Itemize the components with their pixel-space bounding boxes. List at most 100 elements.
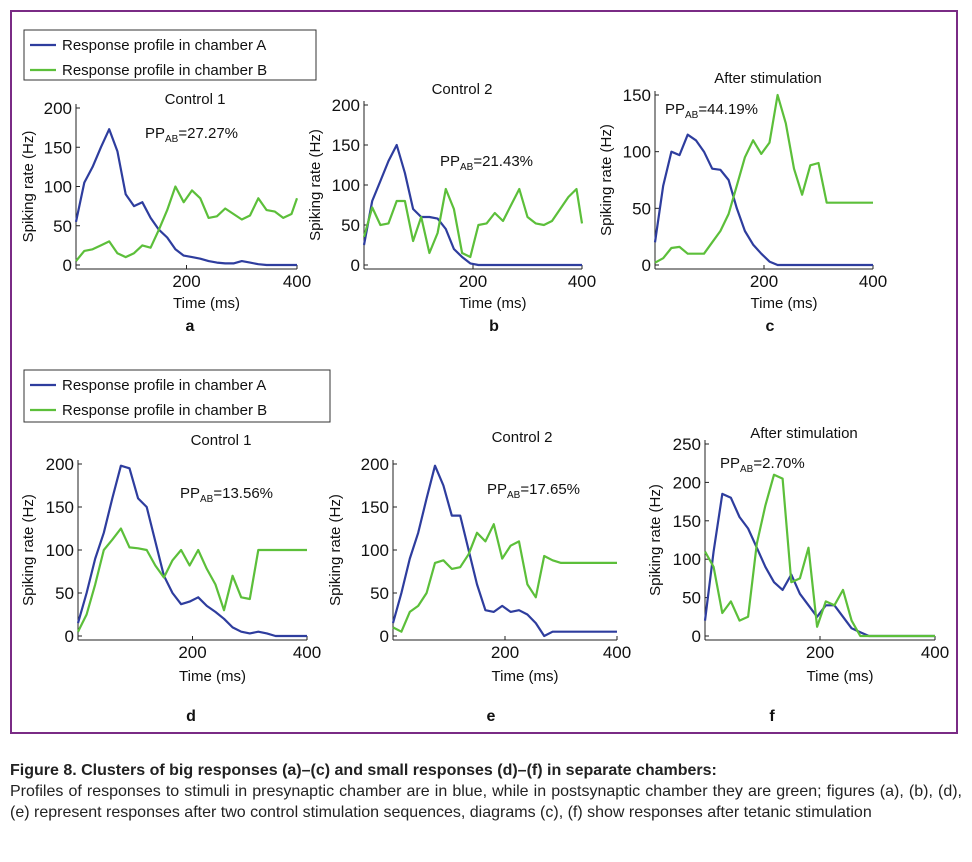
pp-annotation: PPAB=13.56% bbox=[180, 485, 273, 505]
y-axis-label: Spiking rate (Hz) bbox=[598, 124, 615, 236]
chart-panel-f: 0 50 100 150 200 250 200 400 After stimulation PP… bbox=[647, 425, 949, 725]
y-tick-label: 200 bbox=[46, 455, 74, 474]
legend-label-a: Response profile in chamber A bbox=[62, 37, 266, 54]
x-tick-label: 200 bbox=[750, 272, 778, 291]
chart-title: Control 2 bbox=[492, 429, 553, 446]
y-tick-label: 150 bbox=[44, 138, 72, 157]
panel-label: d bbox=[186, 708, 196, 725]
legend-top: Response profile in chamber A Response pr… bbox=[23, 29, 317, 81]
panel-label: b bbox=[489, 318, 499, 335]
y-tick-label: 50 bbox=[370, 584, 389, 603]
y-tick-label: 150 bbox=[332, 136, 360, 155]
pp-annotation: PPAB=17.65% bbox=[487, 481, 580, 501]
chart-title: After stimulation bbox=[714, 70, 822, 87]
x-axis-label: Time (ms) bbox=[751, 295, 818, 312]
panel-label: f bbox=[769, 708, 775, 725]
y-tick-label: 0 bbox=[65, 627, 74, 646]
x-tick-label: 400 bbox=[603, 643, 631, 662]
x-tick-label: 200 bbox=[491, 643, 519, 662]
y-tick-label: 150 bbox=[673, 512, 701, 531]
series-a-line bbox=[653, 133, 873, 267]
y-tick-label: 50 bbox=[632, 199, 651, 218]
chart-panel-a: 0 50 100 150 200 200 400 Control 1 PPAB=27.27% Ti… bbox=[20, 91, 311, 335]
series-b-line bbox=[75, 185, 299, 262]
x-tick-label: 400 bbox=[283, 272, 311, 291]
x-axis-label: Time (ms) bbox=[807, 668, 874, 685]
series-b-line bbox=[654, 93, 873, 264]
x-axis-label: Time (ms) bbox=[173, 295, 240, 312]
x-axis-label: Time (ms) bbox=[179, 668, 246, 685]
legend-label-a: Response profile in chamber A bbox=[62, 377, 266, 394]
y-tick-label: 0 bbox=[642, 256, 651, 275]
series-a-line bbox=[74, 128, 297, 267]
caption-title: Figure 8. Clusters of big responses (a)–… bbox=[10, 762, 717, 779]
panel-label: c bbox=[766, 318, 775, 335]
x-tick-label: 400 bbox=[293, 643, 321, 662]
y-axis-label: Spiking rate (Hz) bbox=[327, 494, 344, 606]
pp-annotation: PPAB=27.27% bbox=[145, 125, 238, 145]
y-tick-label: 200 bbox=[673, 473, 701, 492]
pp-annotation: PPAB=44.19% bbox=[665, 101, 758, 121]
panel-label: e bbox=[487, 708, 496, 725]
y-tick-label: 0 bbox=[692, 627, 701, 646]
pp-annotation: PPAB=21.43% bbox=[440, 153, 533, 173]
x-axis-label: Time (ms) bbox=[460, 295, 527, 312]
x-axis-label: Time (ms) bbox=[492, 668, 559, 685]
x-tick-label: 200 bbox=[178, 643, 206, 662]
series-a-line bbox=[391, 464, 617, 638]
series-a-line bbox=[703, 492, 935, 638]
y-tick-label: 100 bbox=[332, 176, 360, 195]
series-b-line bbox=[392, 523, 617, 633]
x-tick-label: 400 bbox=[859, 272, 887, 291]
y-axis-label: Spiking rate (Hz) bbox=[647, 484, 664, 596]
y-tick-label: 200 bbox=[44, 99, 72, 118]
chart-panel-c: 0 50 100 150 200 400 After stimulation PPAB=44.… bbox=[598, 70, 887, 335]
y-tick-label: 0 bbox=[380, 627, 389, 646]
series-b-line bbox=[362, 187, 584, 259]
chart-panel-b: 0 50 100 150 200 200 400 Control 2 PPAB=21.43% Ti… bbox=[307, 81, 596, 335]
legend-box bbox=[23, 29, 317, 81]
y-tick-label: 250 bbox=[673, 435, 701, 454]
series-a-line bbox=[76, 464, 307, 638]
y-tick-label: 150 bbox=[46, 498, 74, 517]
series-a-line bbox=[362, 143, 582, 267]
y-tick-label: 100 bbox=[673, 550, 701, 569]
y-tick-label: 100 bbox=[623, 143, 651, 162]
chart-title: After stimulation bbox=[750, 425, 858, 442]
legend-bottom: Response profile in chamber A Response pr… bbox=[23, 369, 331, 423]
chart-panel-e: 0 50 100 150 200 200 400 Control 2 PPAB=17.65% Ti… bbox=[327, 429, 631, 725]
legend-box bbox=[23, 369, 331, 423]
y-tick-label: 50 bbox=[53, 217, 72, 236]
y-tick-label: 100 bbox=[361, 541, 389, 560]
y-tick-label: 0 bbox=[63, 256, 72, 275]
legend-label-b: Response profile in chamber B bbox=[62, 402, 267, 419]
figure-canvas: 0 50 100 150 200 200 400 Control 1 PPAB=27.27% Ti… bbox=[20, 29, 949, 725]
x-tick-label: 400 bbox=[921, 643, 949, 662]
y-axis-label: Spiking rate (Hz) bbox=[20, 131, 37, 243]
x-tick-label: 400 bbox=[568, 272, 596, 291]
y-tick-label: 0 bbox=[351, 256, 360, 275]
y-tick-label: 200 bbox=[332, 96, 360, 115]
pp-annotation: PPAB=2.70% bbox=[720, 455, 805, 475]
chart-title: Control 2 bbox=[432, 81, 493, 98]
caption-body: Profiles of responses to stimuli in pres… bbox=[10, 783, 962, 821]
x-tick-label: 200 bbox=[172, 272, 200, 291]
chart-title: Control 1 bbox=[165, 91, 226, 108]
y-tick-label: 50 bbox=[55, 584, 74, 603]
y-tick-label: 200 bbox=[361, 455, 389, 474]
y-tick-label: 150 bbox=[361, 498, 389, 517]
series-b-line bbox=[77, 527, 307, 633]
y-tick-label: 100 bbox=[44, 178, 72, 197]
y-tick-label: 100 bbox=[46, 541, 74, 560]
series-b-line bbox=[704, 473, 935, 638]
figure-frame bbox=[10, 10, 958, 734]
chart-title: Control 1 bbox=[191, 432, 252, 449]
legend-label-b: Response profile in chamber B bbox=[62, 62, 267, 79]
y-tick-label: 150 bbox=[623, 86, 651, 105]
y-axis-label: Spiking rate (Hz) bbox=[307, 129, 324, 241]
y-axis-label: Spiking rate (Hz) bbox=[20, 494, 37, 606]
x-tick-label: 200 bbox=[459, 272, 487, 291]
x-tick-label: 200 bbox=[806, 643, 834, 662]
y-tick-label: 50 bbox=[341, 216, 360, 235]
y-tick-label: 50 bbox=[682, 589, 701, 608]
